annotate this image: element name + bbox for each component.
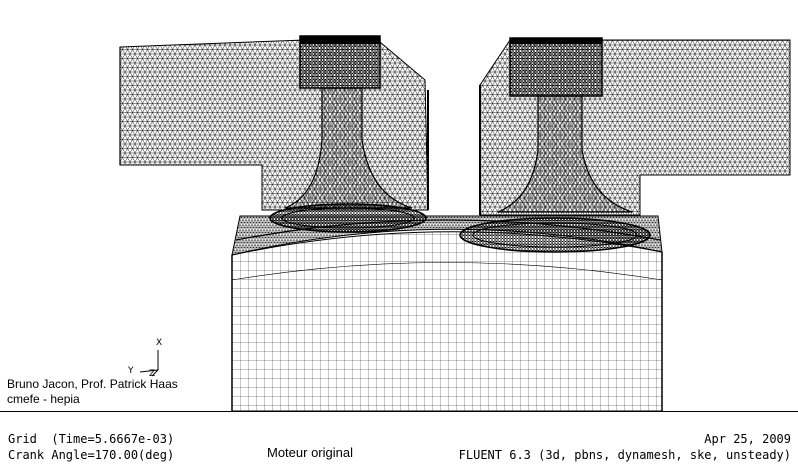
axis-triad-lines bbox=[139, 350, 159, 377]
date-text: Apr 25, 2009 bbox=[704, 432, 791, 446]
credits-authors: Bruno Jacon, Prof. Patrick Haas bbox=[7, 377, 178, 391]
graphics-viewport[interactable]: X Y Z Bruno Jacon, Prof. Patrick Haas cm… bbox=[0, 0, 798, 411]
status-footer: Grid (Time=5.6667e-03) Crank Angle=170.0… bbox=[0, 411, 798, 467]
left-valve-mesh bbox=[269, 87, 427, 233]
left-valve-guide bbox=[299, 35, 381, 89]
axis-z-label: Z bbox=[149, 369, 156, 379]
credits-block: Bruno Jacon, Prof. Patrick Haas cmefe - … bbox=[7, 377, 178, 407]
solver-info-text: FLUENT 6.3 (3d, pbns, dynamesh, ske, uns… bbox=[458, 448, 791, 462]
case-title: Moteur original bbox=[267, 445, 353, 460]
axis-x-label: X bbox=[156, 338, 163, 348]
mesh-display bbox=[119, 35, 791, 411]
crank-angle-text: Crank Angle=170.00(deg) bbox=[8, 448, 175, 462]
grid-time-text: Grid (Time=5.6667e-03) bbox=[8, 432, 175, 446]
credits-institution: cmefe - hepia bbox=[7, 392, 80, 406]
right-valve-mesh bbox=[459, 95, 651, 253]
cylinder-mesh bbox=[231, 231, 663, 411]
right-valve-guide bbox=[509, 37, 603, 97]
left-port-mesh bbox=[119, 39, 429, 211]
axis-y-label: Y bbox=[128, 366, 134, 376]
